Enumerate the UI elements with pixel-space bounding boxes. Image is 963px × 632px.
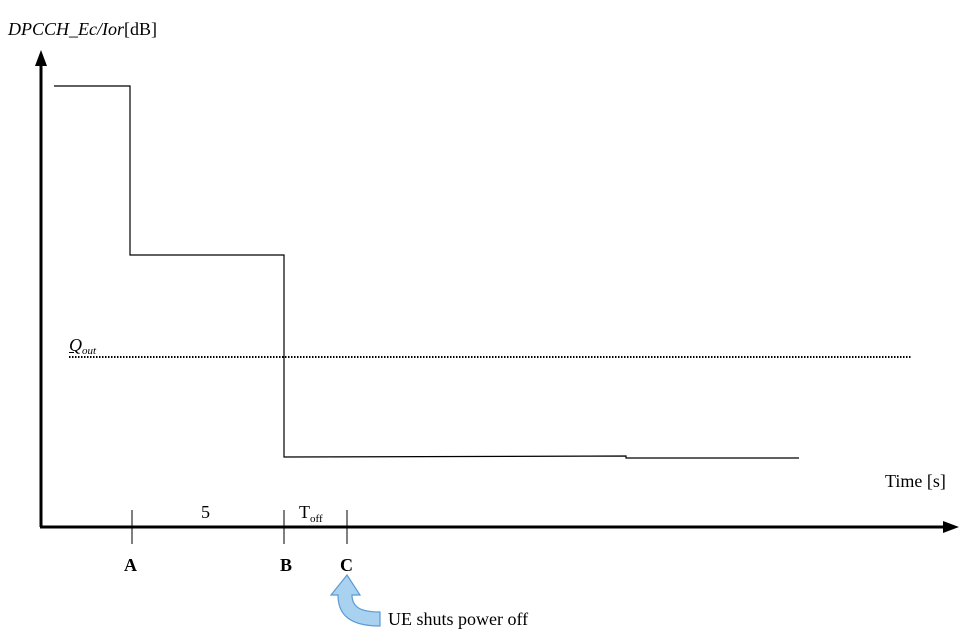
tick-label-c: C: [340, 555, 353, 575]
callout-arrow-icon: [329, 573, 381, 627]
tick-label-a: A: [124, 555, 137, 575]
x-axis-arrowhead: [943, 521, 959, 533]
interval-a-b-label: 5: [201, 502, 210, 522]
y-axis-arrowhead: [35, 50, 47, 66]
qout-label: Qout: [69, 335, 97, 357]
y-axis-label: DPCCH_Ec/Ior[dB]: [8, 19, 157, 39]
x-axis-label: Time [s]: [885, 471, 946, 491]
tick-label-b: B: [280, 555, 293, 575]
dpcch-level-curve: [54, 85, 799, 459]
interval-toff-label: Toff: [299, 502, 323, 525]
power-off-annotation: UE shuts power off: [388, 609, 529, 629]
